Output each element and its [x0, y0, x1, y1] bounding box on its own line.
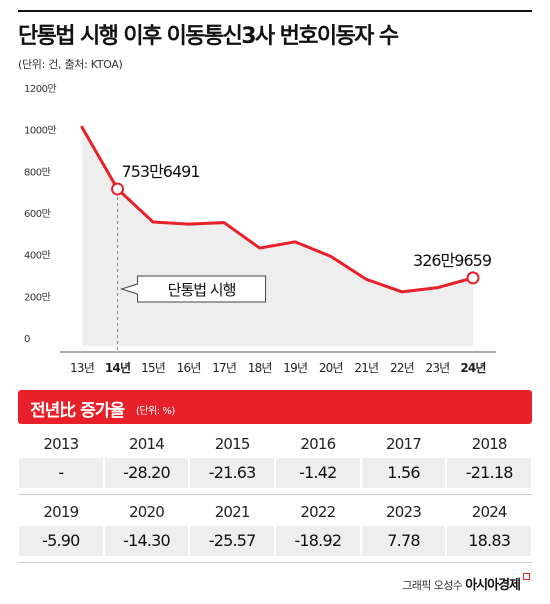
x-tick-label: 23년	[425, 361, 449, 375]
y-tick-label: 1000만	[24, 125, 56, 137]
event-callout-box	[119, 275, 267, 303]
y-tick-label: 1200만	[24, 83, 56, 95]
growth-year-row-1: 2013 2014 2015 2016 2017 2018	[18, 432, 532, 456]
growth-section-header	[18, 390, 532, 424]
value-cell: -18.92	[276, 526, 360, 556]
year-cell: 2017	[386, 435, 422, 453]
x-tick-label: 15년	[141, 361, 165, 375]
x-tick-label: 19년	[283, 361, 307, 375]
x-tick-label: 13년	[70, 361, 94, 375]
growth-year-row-2: 2019 2020 2021 2022 2023 2024	[18, 500, 532, 524]
growth-value-row-2: -5.90 -14.30 -25.57 -18.92 7.78 18.83	[18, 526, 532, 556]
value-cell: -28.20	[104, 458, 189, 488]
value-cell: -1.42	[276, 458, 360, 488]
value-cell: 18.83	[447, 526, 532, 556]
value-cell: 1.56	[361, 458, 446, 488]
year-cell: 2018	[471, 435, 508, 453]
brand-logo: 아시아경제	[465, 578, 521, 593]
table-divider	[18, 494, 532, 495]
value-cell: -	[19, 458, 103, 488]
event-callout-label: 단통법 시행	[168, 281, 236, 299]
year-cell: 2016	[300, 435, 336, 453]
growth-section-title: 전년比 증가율	[30, 401, 125, 421]
value-cell: -25.57	[190, 526, 275, 556]
x-tick-label: 14년	[105, 361, 131, 375]
x-tick-label: 20년	[319, 361, 343, 375]
year-cell: 2024	[471, 503, 508, 521]
brand-mark-icon	[523, 573, 530, 580]
y-tick-label: 800만	[24, 166, 51, 178]
x-tick-label: 16년	[177, 361, 201, 375]
y-tick-label: 0	[24, 334, 30, 345]
chart-subtitle: (단위: 건, 출처: KTOA)	[18, 58, 123, 71]
growth-value-row-1: - -28.20 -21.63 -1.42 1.56 -21.18	[18, 458, 532, 488]
year-cell: 2014	[129, 435, 165, 453]
series-line	[80, 125, 475, 294]
x-tick-label: 24년	[460, 361, 486, 375]
value-cell: -21.18	[447, 458, 532, 488]
data-label: 326만9659	[413, 251, 492, 270]
value-cell: -21.63	[190, 458, 275, 488]
table-divider	[18, 562, 532, 563]
value-cell: -14.30	[104, 526, 189, 556]
data-point-marker	[466, 271, 480, 285]
value-cell: 7.78	[361, 526, 446, 556]
area-fill	[82, 127, 473, 346]
top-rule	[18, 10, 532, 12]
growth-section-unit: (단위: %)	[136, 406, 175, 417]
line-chart: 0 200만 400만 600만 800만 1000만 1200만 13년 14년 15년 16년 1…	[24, 83, 496, 375]
y-tick-label: 600만	[24, 208, 51, 220]
year-cell: 2019	[43, 503, 79, 521]
chart-title: 단통법 시행 이후 이동통신3사 번호이동자 수	[18, 24, 399, 49]
x-tick-label: 17년	[212, 361, 236, 375]
data-label: 753만6491	[122, 162, 200, 181]
value-cell: -5.90	[19, 526, 103, 556]
credit-text: 그래픽 오성수	[402, 579, 463, 592]
year-cell: 2022	[300, 503, 336, 521]
year-cell: 2013	[43, 435, 79, 453]
credit-line: 그래픽 오성수 아시아경제	[402, 574, 521, 593]
year-cell: 2020	[129, 503, 165, 521]
year-cell: 2015	[214, 435, 251, 453]
y-tick-label: 400만	[24, 250, 51, 262]
x-tick-label: 21년	[354, 361, 378, 375]
y-tick-label: 200만	[24, 291, 51, 303]
data-point-marker	[111, 182, 125, 196]
x-tick-label: 22년	[390, 361, 414, 375]
year-cell: 2021	[214, 503, 251, 521]
year-cell: 2023	[386, 503, 422, 521]
x-tick-label: 18년	[248, 361, 272, 375]
